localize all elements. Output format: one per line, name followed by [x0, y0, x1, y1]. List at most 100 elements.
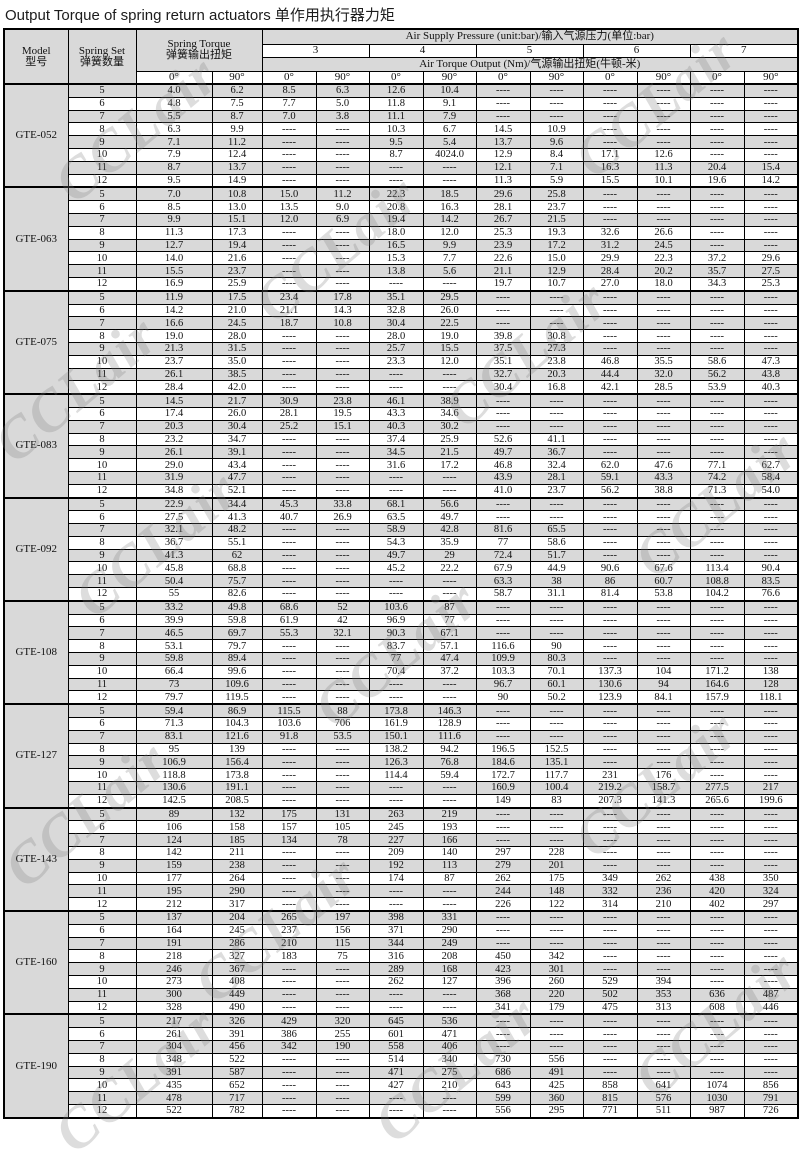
- torque-value-cell: 18.7: [261, 316, 317, 331]
- torque-value-cell: 76.8: [422, 755, 477, 770]
- torque-value-cell: 297: [743, 897, 799, 912]
- table-row: 6 71.3 104.3 103.6 706 161.9 128.9 ---- ---- ----…: [4, 717, 799, 731]
- spring-set-cell: 12: [67, 1103, 137, 1119]
- header-air-supply: Air Supply Pressure (unit:bar)/输入气源压力(单位…: [261, 28, 799, 45]
- torque-value-cell: 67.6: [636, 561, 691, 576]
- torque-value-cell: ----: [689, 329, 745, 343]
- torque-value-cell: 25.2: [261, 419, 317, 434]
- spring-set-cell: 12: [67, 897, 137, 912]
- torque-value-cell: ----: [529, 1039, 584, 1054]
- torque-value-cell: ----: [743, 806, 799, 822]
- spring-set-cell: 7: [67, 729, 137, 744]
- torque-value-cell: ----: [689, 96, 745, 111]
- torque-value-cell: 43.9: [475, 470, 531, 485]
- torque-value-cell: 7.5: [211, 96, 263, 111]
- torque-value-cell: ----: [475, 1027, 531, 1041]
- torque-value-cell: ----: [743, 225, 799, 240]
- torque-value-cell: 176: [636, 768, 691, 783]
- torque-value-cell: 275: [422, 1065, 477, 1080]
- spring-set-cell: 5: [67, 1013, 137, 1029]
- torque-value-cell: 83.7: [368, 639, 424, 654]
- torque-value-cell: ----: [261, 173, 317, 188]
- torque-value-cell: 90: [475, 690, 531, 705]
- torque-value-cell: ----: [368, 587, 424, 602]
- torque-value-cell: 7.9: [135, 147, 213, 162]
- torque-value-cell: ----: [368, 897, 424, 912]
- torque-value-cell: 171.2: [689, 664, 745, 679]
- torque-value-cell: ----: [475, 316, 531, 331]
- torque-value-cell: 196.5: [475, 742, 531, 757]
- torque-value-cell: ----: [582, 496, 638, 512]
- torque-value-cell: 20.2: [636, 264, 691, 278]
- model-cell: GTE-190: [3, 1013, 69, 1119]
- torque-value-cell: 84.1: [636, 690, 691, 705]
- torque-value-cell: 536: [422, 1013, 477, 1029]
- torque-value-cell: ----: [743, 316, 799, 331]
- torque-value-cell: 21.7: [211, 393, 263, 408]
- torque-value-cell: 141.3: [636, 793, 691, 809]
- torque-value-cell: 217: [743, 781, 799, 795]
- torque-value-cell: 26.6: [636, 225, 691, 240]
- torque-value-cell: ----: [529, 717, 584, 731]
- torque-value-cell: 59.4: [422, 768, 477, 783]
- model-cell: GTE-127: [3, 703, 69, 809]
- torque-value-cell: 49.7: [475, 445, 531, 460]
- torque-value-cell: 18.0: [368, 225, 424, 240]
- torque-value-cell: 6.3: [135, 122, 213, 137]
- torque-value-cell: 43.8: [743, 367, 799, 382]
- torque-value-cell: 158: [211, 820, 263, 835]
- torque-value-cell: 128: [743, 677, 799, 692]
- torque-value-cell: 53.5: [315, 729, 370, 744]
- torque-value-cell: ----: [689, 316, 745, 331]
- torque-value-cell: 30.4: [475, 380, 531, 395]
- torque-value-cell: ----: [422, 276, 477, 292]
- torque-value-cell: 23.7: [529, 200, 584, 214]
- torque-value-cell: ----: [582, 186, 638, 202]
- table-row: 6 8.5 13.0 13.5 9.0 20.8 16.3 28.1 23.7 ---- ---- -…: [4, 200, 799, 214]
- spring-set-cell: 11: [67, 574, 137, 589]
- torque-value-cell: ----: [636, 82, 691, 98]
- torque-value-cell: ----: [475, 923, 531, 938]
- torque-value-cell: 211: [211, 846, 263, 860]
- torque-value-cell: 20.3: [135, 419, 213, 434]
- torque-value-cell: ----: [422, 173, 477, 188]
- torque-value-cell: 23.7: [135, 354, 213, 369]
- torque-value-cell: ----: [743, 406, 799, 421]
- torque-value-cell: ----: [636, 936, 691, 951]
- torque-value-cell: 66.4: [135, 664, 213, 679]
- table-row: 7 304 456 342 190 558 406 ---- ---- ---- ---- ---- -…: [4, 1039, 799, 1054]
- torque-value-cell: ----: [582, 923, 638, 938]
- torque-value-cell: ----: [368, 987, 424, 1002]
- torque-value-cell: ----: [529, 1027, 584, 1041]
- torque-value-cell: ----: [475, 393, 531, 408]
- torque-value-cell: ----: [743, 923, 799, 938]
- torque-value-cell: ----: [636, 523, 691, 537]
- table-row: 12 16.9 25.9 ---- ---- ---- ---- 19.7 10.7 27.0 18…: [4, 276, 799, 292]
- table-row: GTE-160 5 137 204 265 197 398 331 ---- ---- ---- --…: [3, 909, 799, 1015]
- torque-value-cell: 56.2: [582, 483, 638, 499]
- torque-value-cell: 35.0: [211, 354, 263, 369]
- torque-value-cell: 255: [315, 1027, 370, 1041]
- torque-value-cell: 122: [529, 897, 584, 912]
- torque-value-cell: 168: [422, 962, 477, 976]
- torque-value-cell: 5.4: [422, 135, 477, 149]
- spring-set-cell: 5: [67, 82, 137, 98]
- torque-value-cell: 150.1: [368, 729, 424, 744]
- torque-value-cell: ----: [743, 147, 799, 162]
- torque-value-cell: ----: [315, 354, 370, 369]
- table-row: 8 53.1 79.7 ---- ---- 83.7 57.1 116.6 90 ---- ----…: [4, 639, 799, 654]
- torque-value-cell: 14.2: [422, 212, 477, 227]
- header-deg90: 90°: [422, 70, 477, 85]
- torque-value-cell: 91.8: [261, 729, 317, 744]
- torque-value-cell: 46.8: [475, 458, 531, 472]
- torque-value-cell: 28.1: [261, 406, 317, 421]
- torque-value-cell: 135.1: [529, 755, 584, 770]
- torque-value-cell: 22.3: [368, 186, 424, 202]
- torque-value-cell: 314: [582, 897, 638, 912]
- torque-value-cell: 76.6: [743, 587, 799, 602]
- torque-value-cell: ----: [368, 781, 424, 795]
- torque-value-cell: 301: [529, 962, 584, 976]
- table-row: 7 5.5 8.7 7.0 3.8 11.1 7.9 ---- ---- ---- ---- ----…: [4, 109, 799, 124]
- torque-value-cell: 71.3: [689, 483, 745, 499]
- table-row: 8 6.3 9.9 ---- ---- 10.3 6.7 14.5 10.9 ---- ---- --…: [4, 122, 799, 137]
